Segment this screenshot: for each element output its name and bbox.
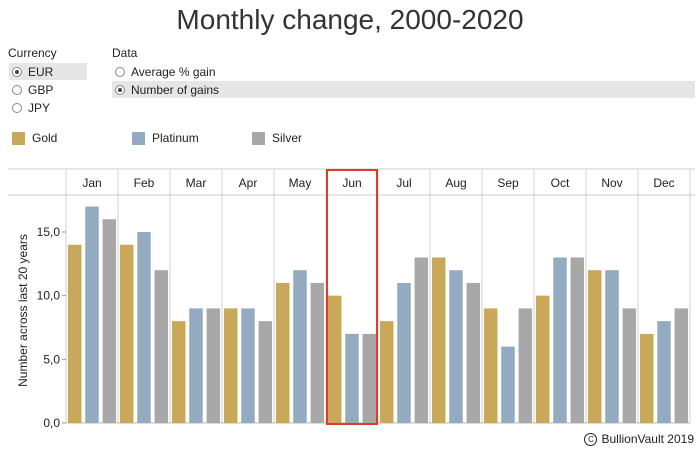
bar-gold-feb (119, 244, 134, 423)
month-label-apr: Apr (239, 176, 258, 190)
legend-item-silver[interactable]: Silver (252, 131, 302, 145)
bar-platinum-oct (553, 257, 567, 423)
month-label-may: May (289, 176, 312, 190)
data-option-number-of-gains[interactable]: Number of gains (112, 81, 695, 98)
bar-silver-dec (674, 308, 689, 423)
legend-swatch (132, 131, 145, 145)
highlight-box-jun (326, 169, 378, 425)
bar-silver-jan (102, 219, 117, 423)
currency-option-label: EUR (28, 64, 54, 79)
legend-label: Silver (272, 131, 303, 145)
bar-gold-dec (639, 333, 654, 423)
currency-option-jpy[interactable]: JPY (9, 99, 87, 116)
data-option-label: Average % gain (131, 64, 216, 79)
footer-text: BullionVault 2019 (601, 432, 694, 446)
bar-silver-aug (466, 282, 481, 423)
radio-button-icon[interactable] (115, 66, 125, 77)
data-option-average-gain[interactable]: Average % gain (112, 63, 695, 80)
month-label-nov: Nov (601, 176, 622, 190)
radio-button-icon[interactable] (12, 66, 22, 77)
bar-gold-jan (67, 244, 82, 423)
bar-silver-oct (570, 257, 585, 423)
data-selector-label: Data (112, 46, 138, 60)
bar-silver-apr (258, 321, 273, 423)
bar-platinum-sep (501, 346, 515, 423)
legend-swatch (12, 131, 25, 145)
month-label-mar: Mar (186, 176, 207, 190)
bar-silver-nov (622, 308, 637, 423)
chart-title: Monthly change, 2000-2020 (176, 4, 524, 35)
y-tick-label: 0,0 (43, 416, 60, 430)
legend-item-gold[interactable]: Gold (12, 131, 57, 145)
bar-gold-sep (483, 308, 498, 423)
bar-platinum-aug (449, 270, 463, 423)
legend-label: Gold (32, 131, 58, 145)
month-label-oct: Oct (551, 176, 570, 190)
bar-platinum-may (293, 270, 307, 423)
bar-silver-jul (414, 257, 429, 423)
radio-button-icon[interactable] (12, 102, 22, 113)
bar-platinum-jul (397, 282, 411, 423)
bar-silver-sep (518, 308, 533, 423)
bar-gold-jun (327, 295, 342, 423)
bar-platinum-dec (657, 321, 671, 423)
month-label-aug: Aug (445, 176, 466, 190)
currency-option-label: GBP (28, 82, 54, 97)
bar-gold-mar (171, 321, 186, 423)
y-tick-label: 10,0 (37, 289, 61, 303)
bar-gold-aug (431, 257, 446, 423)
radio-button-icon[interactable] (115, 84, 125, 95)
bar-platinum-nov (605, 270, 619, 423)
month-label-sep: Sep (497, 176, 519, 190)
currency-option-gbp[interactable]: GBP (9, 81, 87, 98)
bar-platinum-apr (241, 308, 255, 423)
currency-option-label: JPY (28, 100, 51, 115)
bar-silver-feb (154, 270, 169, 423)
currency-option-eur[interactable]: EUR (9, 63, 87, 80)
bar-platinum-jan (85, 206, 99, 423)
data-option-label: Number of gains (131, 82, 220, 97)
bar-gold-nov (587, 270, 602, 423)
bar-platinum-jun (345, 333, 359, 423)
bar-platinum-feb (137, 232, 151, 423)
bar-gold-oct (535, 295, 550, 423)
footer: C BullionVault 2019 (584, 432, 694, 446)
bar-gold-apr (223, 308, 238, 423)
month-label-dec: Dec (653, 176, 674, 190)
bar-gold-may (275, 282, 290, 423)
bar-silver-jun (362, 333, 377, 423)
bar-silver-mar (206, 308, 221, 423)
month-label-jun: Jun (342, 176, 361, 190)
month-label-jul: Jul (396, 176, 411, 190)
currency-label: Currency (8, 46, 57, 60)
month-label-feb: Feb (134, 176, 155, 190)
month-label-jan: Jan (82, 176, 101, 190)
y-tick-label: 5,0 (43, 352, 60, 366)
legend-label: Platinum (152, 131, 199, 145)
y-tick-label: 15,0 (37, 225, 61, 239)
y-axis-label: Number across last 20 years (16, 234, 30, 387)
bar-platinum-mar (189, 308, 203, 423)
legend-item-platinum[interactable]: Platinum (132, 131, 199, 145)
bar-gold-jul (379, 321, 394, 423)
legend-swatch (252, 131, 265, 145)
bar-silver-may (310, 282, 325, 423)
radio-button-icon[interactable] (12, 84, 22, 95)
copyright-icon: C (584, 433, 598, 446)
